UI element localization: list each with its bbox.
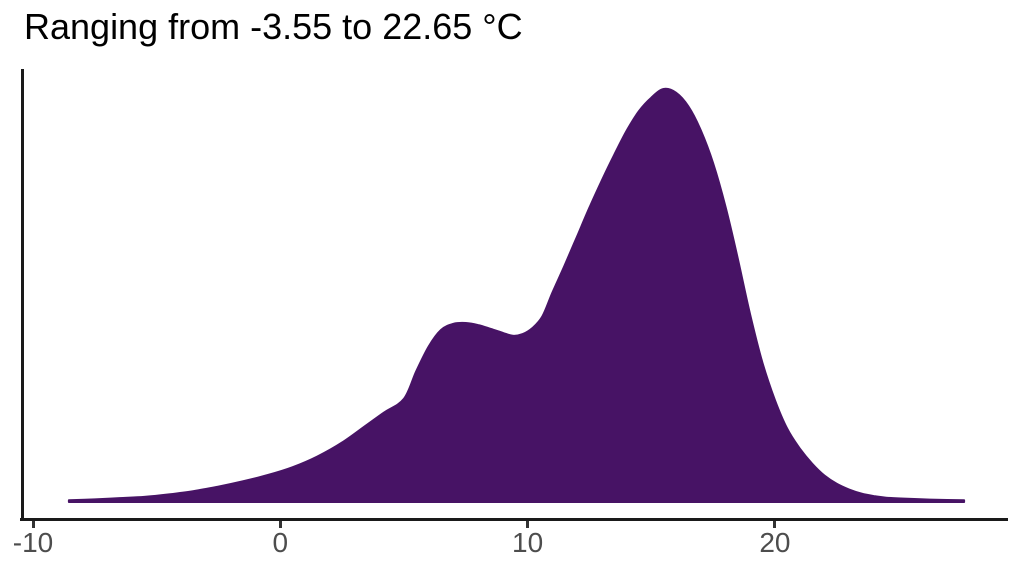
- y-axis-line: [21, 69, 24, 521]
- x-tick-label: -10: [12, 527, 54, 558]
- x-axis-line: [20, 518, 1008, 521]
- x-tick-label: 0: [272, 527, 289, 558]
- x-tick: [31, 521, 35, 528]
- chart-title: Ranging from -3.55 to 22.65 °C: [24, 6, 523, 47]
- density-curve-path: [67, 87, 966, 503]
- x-tick: [278, 521, 282, 528]
- x-tick: [526, 521, 530, 528]
- x-tick-label: 20: [759, 527, 791, 558]
- x-tick-label: 10: [512, 527, 544, 558]
- x-tick: [773, 521, 777, 528]
